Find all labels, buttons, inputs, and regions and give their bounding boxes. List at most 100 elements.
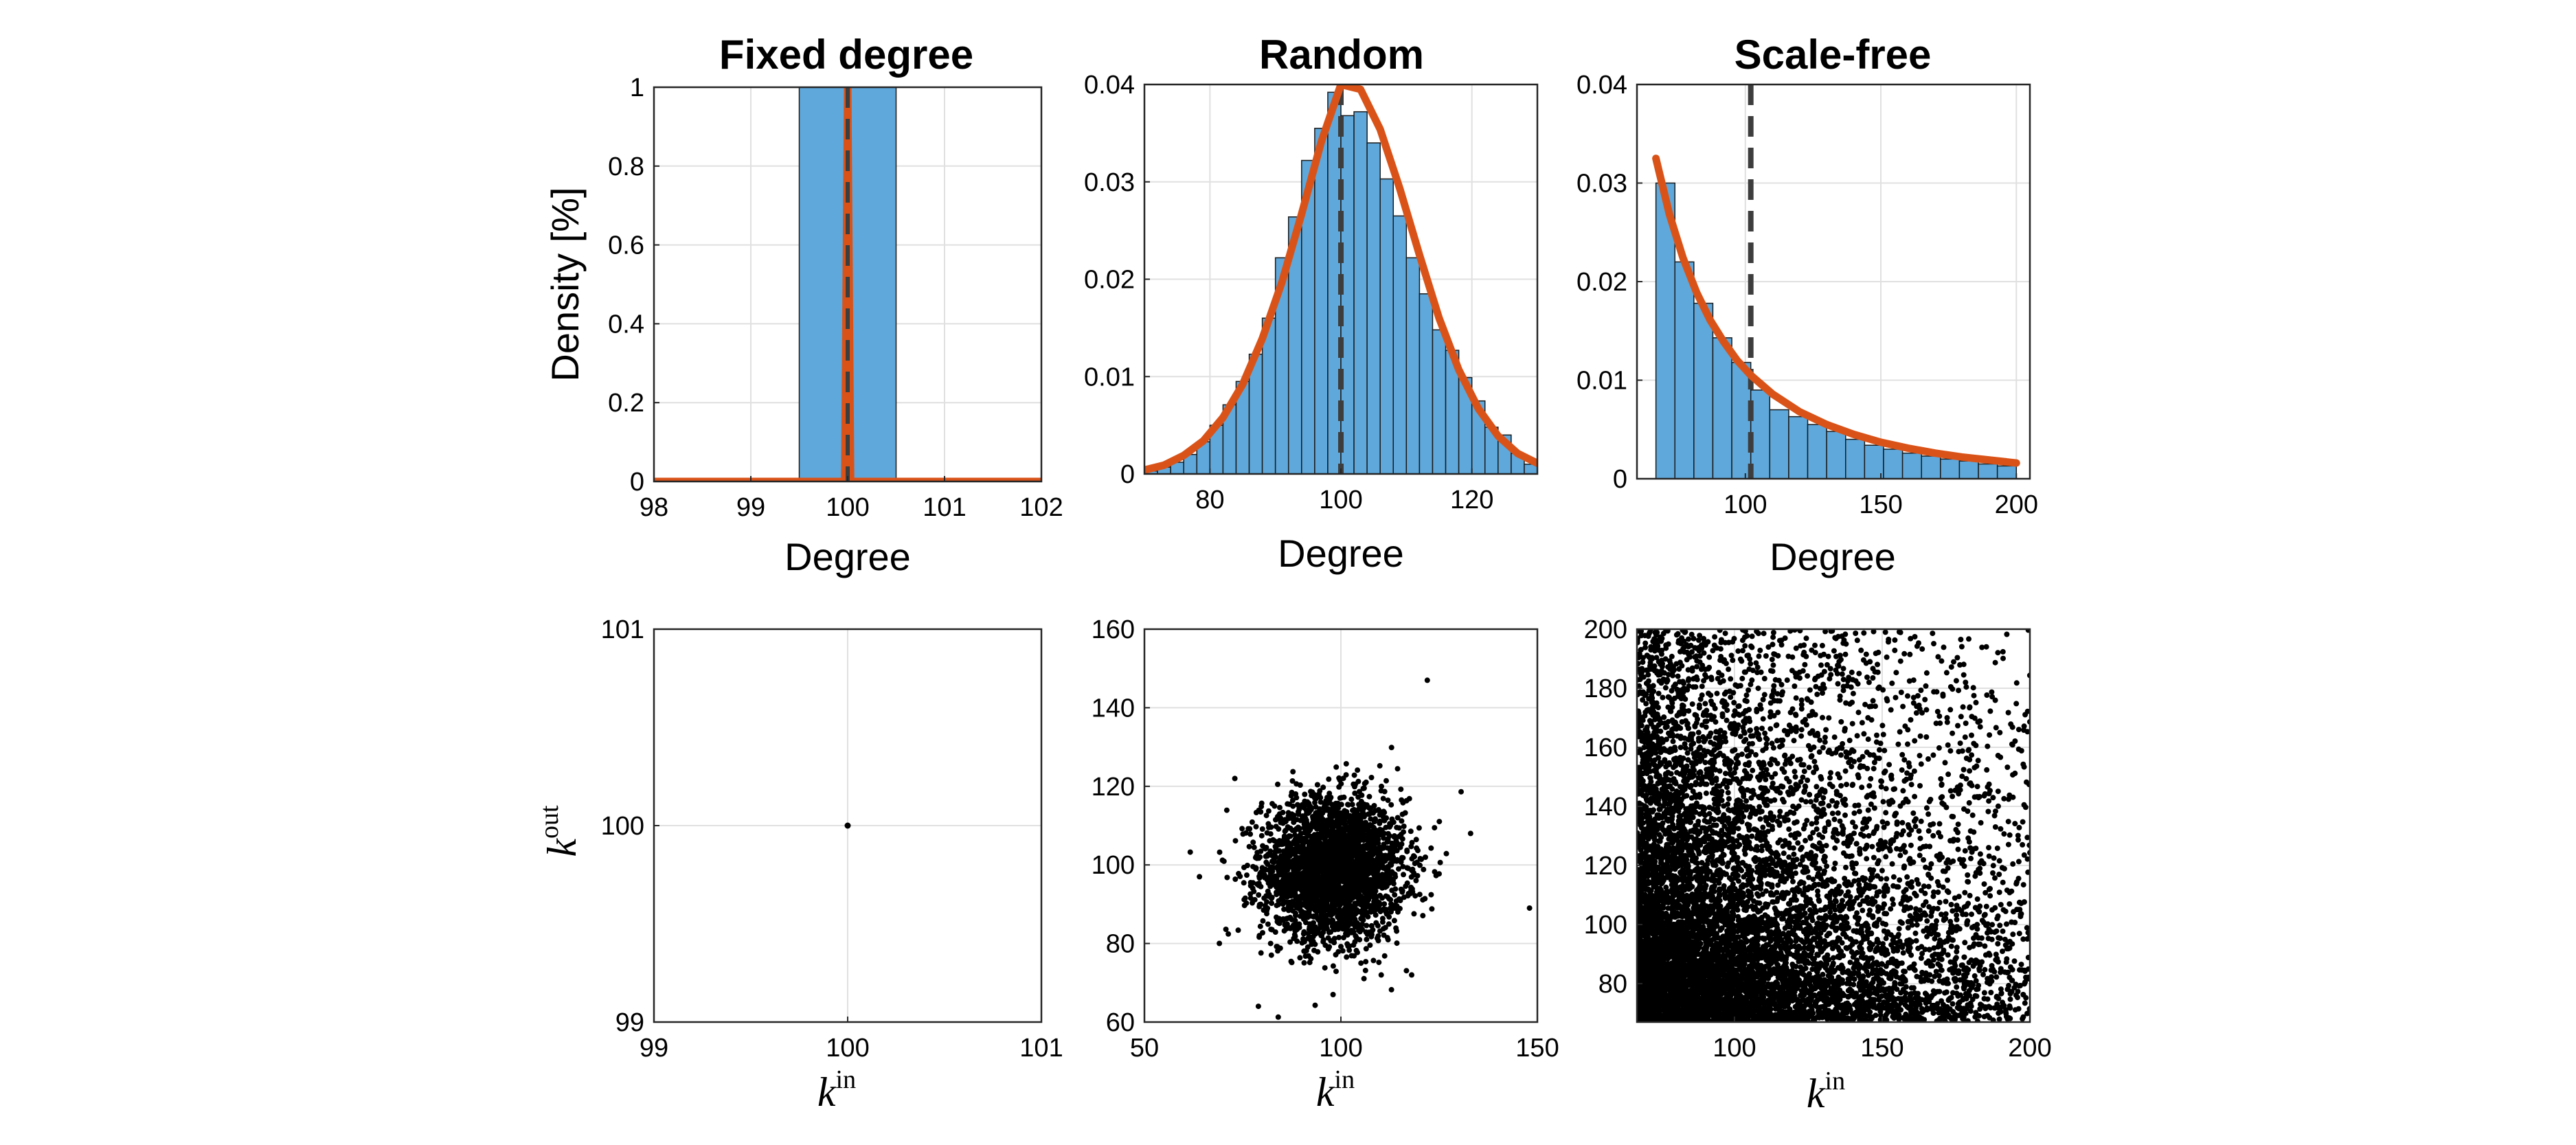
scatter-point: [1285, 841, 1291, 847]
scatter-point: [1309, 901, 1315, 907]
scatter-point: [1217, 849, 1223, 855]
scatter-point: [1813, 683, 1819, 690]
scatter-point: [1355, 949, 1360, 955]
scatter-point: [1244, 863, 1250, 868]
fixed-degree-title: Fixed degree: [719, 32, 973, 78]
scatter-point: [1328, 896, 1334, 902]
scatter-point: [1729, 836, 1735, 842]
scatter-point: [1319, 877, 1325, 883]
scatter-point: [1296, 810, 1302, 816]
scatter-point: [1298, 857, 1304, 863]
scatter-point: [1637, 661, 1641, 667]
scatter-point: [1331, 940, 1337, 946]
scatter-point: [1355, 841, 1360, 847]
scatter-point: [1311, 887, 1318, 894]
scatter-point: [1343, 841, 1349, 847]
scatter-point: [1394, 903, 1400, 909]
scatter-point: [1363, 857, 1369, 863]
random-title: Random: [1259, 32, 1424, 78]
scatter-point: [1343, 772, 1349, 778]
histogram-bar: [1883, 449, 1903, 479]
scatter-point: [1908, 717, 1914, 723]
scatter-point: [1860, 907, 1866, 914]
scatter-point: [1401, 872, 1406, 878]
y-tick-label: 0.4: [608, 310, 644, 339]
scatter-point: [1749, 677, 1755, 683]
scatter-point: [1293, 839, 1299, 846]
y-tick-label: 100: [601, 812, 644, 841]
scatter-point: [1358, 798, 1364, 804]
scatter-point: [1262, 866, 1268, 872]
scatter-point: [1868, 801, 1874, 807]
scatter-point: [1791, 738, 1797, 744]
scatter-point: [1393, 842, 1399, 848]
scatter-point: [1717, 629, 1723, 633]
scatter-point: [1348, 828, 1355, 834]
scatter-point: [1263, 853, 1269, 859]
kout-ylabel: kout: [535, 805, 585, 857]
scatter-point: [1758, 706, 1764, 712]
scatter-point: [1458, 789, 1464, 795]
x-tick-label: 150: [1859, 490, 1902, 519]
scatter-point: [1359, 792, 1365, 798]
scatter-point: [1409, 839, 1415, 846]
scatter-point: [1335, 805, 1342, 811]
scale-free-yticks: 00.010.020.030.04: [1577, 71, 1642, 494]
scatter-point: [1303, 826, 1309, 832]
scatter-point: [1292, 927, 1298, 933]
scatter-point: [2024, 856, 2030, 862]
scatter-point: [1353, 830, 1359, 836]
scatter-point: [1333, 968, 1339, 975]
scatter-point: [1399, 811, 1405, 817]
scatter-point: [1299, 843, 1305, 849]
scatter-point: [1384, 839, 1390, 845]
scatter-point: [1263, 907, 1269, 913]
scatter-point: [1241, 903, 1247, 909]
scatter-point: [1320, 817, 1326, 823]
y-tick-label: 99: [615, 1008, 644, 1037]
scatter-point: [1983, 644, 1989, 650]
scatter-point: [1260, 918, 1266, 924]
scatter-point: [1422, 896, 1428, 902]
scatter-point: [1356, 886, 1362, 892]
random-bars: [1144, 91, 1537, 474]
scatter-point: [1325, 848, 1331, 854]
scatter-point: [1342, 911, 1348, 918]
scatter-point: [1313, 863, 1320, 869]
scatter-point: [1304, 944, 1311, 950]
random-scatter-xlabel: kin: [1316, 1065, 1355, 1115]
scatter-point: [1432, 869, 1438, 875]
scatter-point: [1372, 827, 1379, 833]
scatter-point: [1288, 849, 1294, 855]
scatter-point: [1276, 815, 1282, 821]
scatter-point: [1386, 832, 1392, 839]
scale-free-xlabel: Degree: [1770, 535, 1896, 578]
histogram-bar: [1921, 455, 1941, 479]
scatter-point: [1346, 846, 1352, 852]
scatter-point: [1295, 894, 1301, 900]
scatter-point: [1341, 794, 1347, 800]
scatter-point: [1374, 876, 1379, 883]
scatter-point: [1269, 874, 1276, 881]
scatter-point: [1306, 906, 1312, 912]
scatter-point: [1336, 859, 1342, 865]
scatter-point: [1363, 946, 1369, 952]
scatter-point: [1767, 709, 1774, 715]
scatter-point: [1394, 766, 1401, 772]
scatter-point: [1376, 872, 1382, 878]
scatter-point: [1374, 847, 1380, 853]
x-tick-label: 102: [1019, 493, 1063, 522]
scatter-point: [1307, 804, 1313, 810]
scatter-point: [1403, 797, 1410, 804]
scatter-point: [1287, 833, 1293, 839]
random-xlabel: Degree: [1278, 532, 1404, 575]
scatter-point: [1297, 955, 1303, 961]
histogram-bar: [1392, 215, 1408, 474]
scatter-point: [1413, 837, 1419, 843]
scatter-point: [1324, 821, 1331, 827]
scatter-point: [1287, 826, 1293, 831]
scatter-point: [1414, 859, 1420, 865]
scatter-point: [1932, 973, 1938, 979]
scatter-point: [1998, 902, 2004, 908]
